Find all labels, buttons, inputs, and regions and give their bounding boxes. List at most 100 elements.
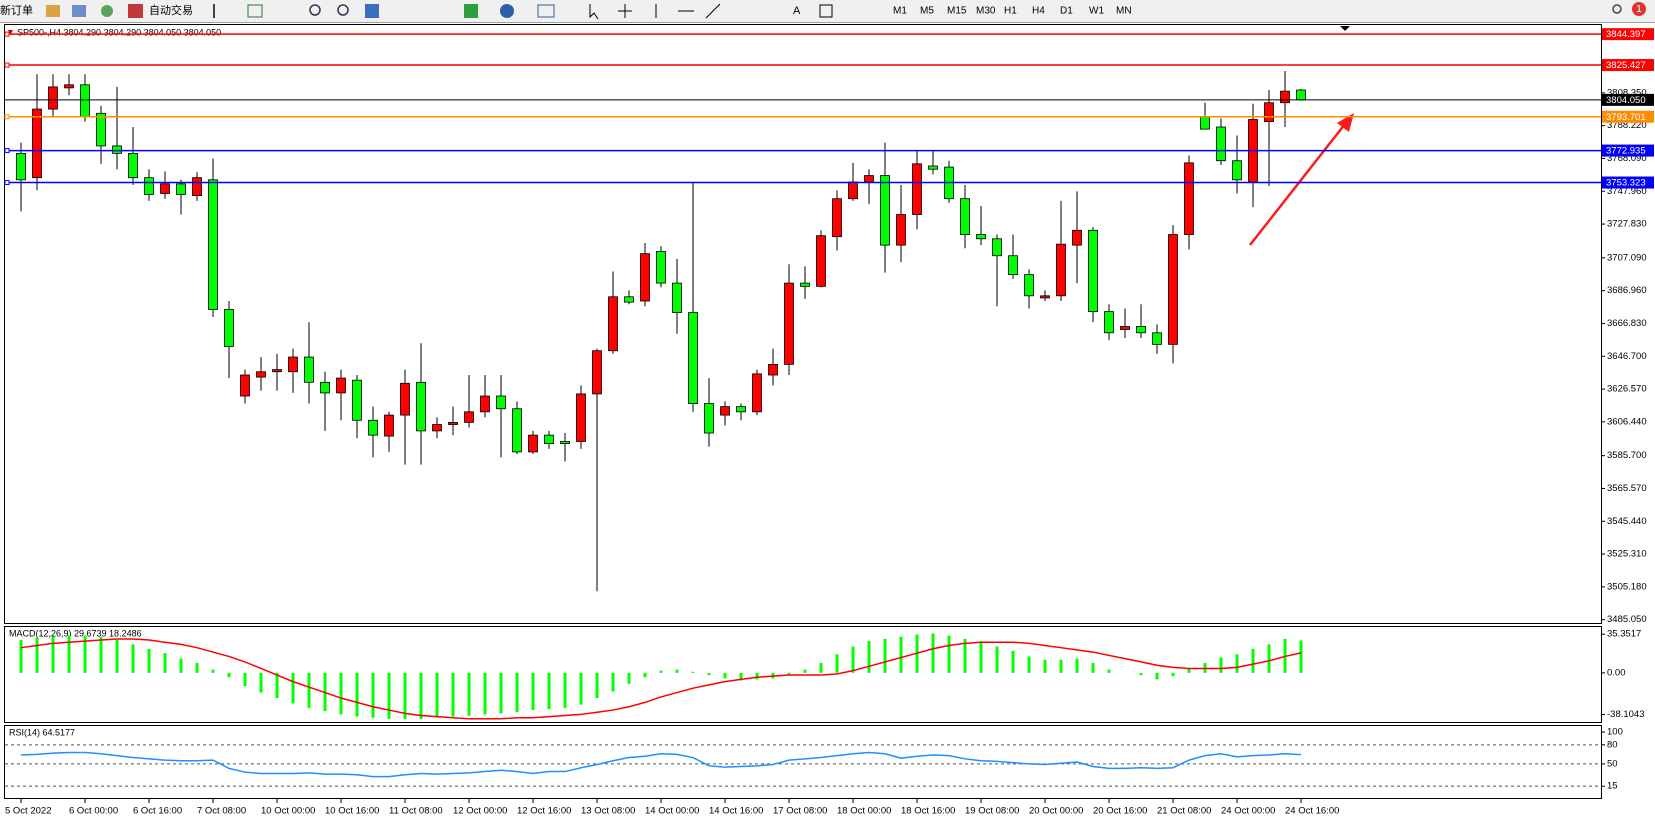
chart-header: SP500-,H4 3804.290 3804.290 3804.050 380… xyxy=(17,27,221,37)
level-handle xyxy=(4,31,10,37)
candle-body xyxy=(256,371,266,378)
macd-bar xyxy=(1187,668,1191,673)
candle-body xyxy=(288,356,298,373)
macd-bar xyxy=(1219,657,1223,673)
candle-body xyxy=(992,238,1002,257)
search-icon[interactable] xyxy=(1612,4,1622,14)
timeframe-button[interactable]: W1 xyxy=(1089,6,1104,17)
icon xyxy=(247,4,263,18)
candle-body xyxy=(48,86,58,110)
macd-bar xyxy=(659,670,663,673)
rsi-line xyxy=(20,751,1302,778)
timeframe-button[interactable]: H1 xyxy=(1004,6,1017,17)
x-tick-label: 18 Oct 00:00 xyxy=(837,806,891,817)
candle-body xyxy=(320,381,330,394)
candle-body xyxy=(384,414,394,437)
candle-body xyxy=(592,350,602,395)
macd-bar xyxy=(1171,672,1175,677)
candle-body xyxy=(416,381,426,432)
candle-body xyxy=(240,374,250,397)
macd-bar xyxy=(627,672,631,684)
candle-body xyxy=(1024,274,1034,297)
y-tick-label: 3505.180 xyxy=(1607,581,1647,592)
macd-bar xyxy=(963,638,967,673)
candle-body xyxy=(496,395,506,410)
macd-bar xyxy=(163,653,167,673)
notification-count[interactable]: 1 xyxy=(1636,4,1642,15)
level-label-box xyxy=(1602,59,1654,72)
macd-bar xyxy=(611,672,615,692)
macd-bar xyxy=(243,672,247,686)
candle-body xyxy=(864,175,874,183)
y-tick-label: 3727.830 xyxy=(1607,219,1647,230)
macd-bar xyxy=(851,646,855,673)
candle-body xyxy=(96,112,106,147)
candle-body xyxy=(832,198,842,238)
macd-bar xyxy=(291,672,295,704)
candle-body xyxy=(272,369,282,373)
macd-bar xyxy=(19,640,23,673)
candle-body xyxy=(720,406,730,416)
rsi-panel xyxy=(4,725,1602,799)
macd-bar xyxy=(451,672,455,717)
icon xyxy=(589,4,599,20)
macd-bar xyxy=(147,648,151,673)
rsi-title: RSI(14) 64.5177 xyxy=(9,727,75,737)
macd-bar xyxy=(371,672,375,718)
candle-body xyxy=(1296,89,1306,101)
candle-body xyxy=(1136,326,1146,334)
y-tick-label: 3666.830 xyxy=(1607,318,1647,329)
level-handle xyxy=(4,62,10,68)
timeframe-button[interactable]: M15 xyxy=(947,6,967,17)
macd-bar xyxy=(467,672,471,716)
y-tick-label: 3646.700 xyxy=(1607,351,1647,362)
level-label-box xyxy=(1602,93,1654,106)
icon xyxy=(337,4,349,16)
icon xyxy=(819,4,833,18)
macd-bar xyxy=(35,637,39,673)
x-tick-label: 11 Oct 08:00 xyxy=(389,806,443,817)
candle-body xyxy=(1120,326,1130,330)
y-tick-label: 3606.440 xyxy=(1607,416,1647,427)
candle-body xyxy=(528,434,538,453)
auto-trading-button[interactable]: 自动交易 xyxy=(149,3,193,17)
x-tick-label: 10 Oct 16:00 xyxy=(325,806,379,817)
toolbar-icons xyxy=(46,2,1646,20)
y-tick-label: 3686.960 xyxy=(1607,285,1647,296)
timeframe-button[interactable]: M30 xyxy=(976,6,996,17)
timeframe-button[interactable]: M1 xyxy=(893,6,907,17)
candle-body xyxy=(224,309,234,347)
macd-bar xyxy=(643,672,647,678)
macd-bar xyxy=(579,672,583,705)
x-tick-label: 6 Oct 16:00 xyxy=(133,806,182,817)
timeframe-button[interactable]: M5 xyxy=(920,6,934,17)
candle-body xyxy=(304,356,314,383)
timeframe-button[interactable]: D1 xyxy=(1060,6,1073,17)
macd-bar xyxy=(1091,663,1095,673)
candle-body xyxy=(352,379,362,421)
x-tick-label: 18 Oct 16:00 xyxy=(901,806,955,817)
candle-body xyxy=(160,183,170,194)
text-tool-button[interactable]: A xyxy=(793,5,801,17)
macd-bar xyxy=(387,672,391,719)
timeframe-button[interactable]: H4 xyxy=(1032,6,1045,17)
timeframe-button[interactable]: MN xyxy=(1116,6,1132,17)
macd-bar xyxy=(803,669,807,673)
new-order-button[interactable]: 新订单 xyxy=(0,3,33,17)
candle-body xyxy=(1008,255,1018,276)
y-tick-label: 15 xyxy=(1607,781,1618,792)
macd-bar xyxy=(1107,669,1111,673)
macd-bar xyxy=(115,640,119,673)
macd-bar xyxy=(355,672,359,717)
x-tick-label: 12 Oct 16:00 xyxy=(517,806,571,817)
x-tick-label: 20 Oct 16:00 xyxy=(1093,806,1147,817)
candle-body xyxy=(624,296,634,303)
notification-badge[interactable] xyxy=(1632,2,1646,16)
y-tick-label: 3585.700 xyxy=(1607,450,1647,461)
candle-body xyxy=(400,382,410,416)
candle-body xyxy=(80,84,90,117)
macd-bar xyxy=(211,669,215,673)
candle-body xyxy=(1152,332,1162,345)
candle-body xyxy=(544,434,554,445)
candle-body xyxy=(1168,234,1178,345)
